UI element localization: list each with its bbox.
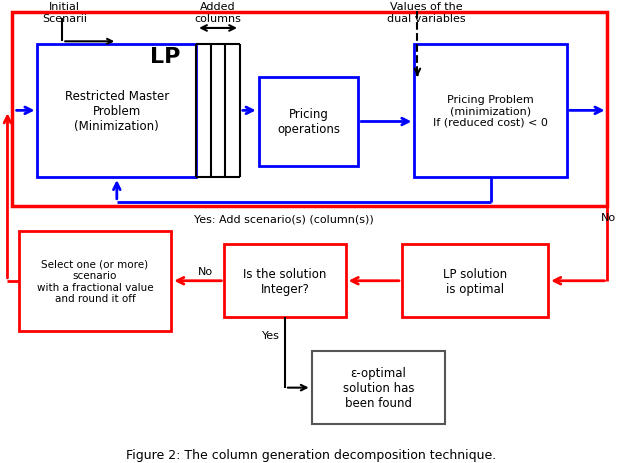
FancyBboxPatch shape <box>19 231 171 331</box>
FancyBboxPatch shape <box>402 244 548 318</box>
Text: Yes: Add scenario(s) (column(s)): Yes: Add scenario(s) (column(s)) <box>194 214 373 224</box>
FancyBboxPatch shape <box>259 78 358 167</box>
FancyBboxPatch shape <box>312 351 445 425</box>
Text: ε-optimal
solution has
been found: ε-optimal solution has been found <box>343 366 414 409</box>
Text: Is the solution
Integer?: Is the solution Integer? <box>244 267 326 295</box>
Text: Figure 2: The column generation decomposition technique.: Figure 2: The column generation decompos… <box>126 448 497 461</box>
FancyBboxPatch shape <box>414 44 567 178</box>
FancyBboxPatch shape <box>12 13 607 206</box>
Text: No: No <box>601 213 616 223</box>
Text: LP: LP <box>150 47 180 67</box>
Text: No: No <box>198 266 213 276</box>
FancyBboxPatch shape <box>37 44 196 178</box>
Text: Initial
Scenarii: Initial Scenarii <box>42 2 87 24</box>
Text: Select one (or more)
scenario
with a fractional value
and round it off: Select one (or more) scenario with a fra… <box>37 259 153 303</box>
Text: Restricted Master
Problem
(Minimization): Restricted Master Problem (Minimization) <box>65 90 169 132</box>
FancyBboxPatch shape <box>224 244 346 318</box>
Text: Pricing Problem
(minimization)
If (reduced cost) < 0: Pricing Problem (minimization) If (reduc… <box>433 94 548 128</box>
Text: Values of the
dual variables: Values of the dual variables <box>388 2 466 24</box>
Text: Yes: Yes <box>262 331 280 341</box>
Text: Added
columns: Added columns <box>194 2 242 24</box>
Text: LP solution
is optimal: LP solution is optimal <box>443 267 507 295</box>
Text: Pricing
operations: Pricing operations <box>277 108 340 136</box>
